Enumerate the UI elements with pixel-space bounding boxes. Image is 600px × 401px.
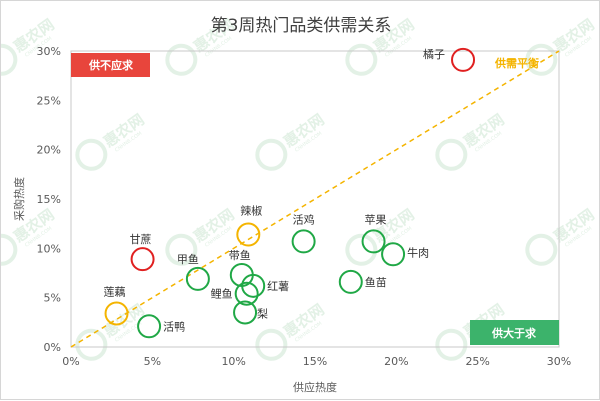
x-tick-label: 10%	[221, 355, 245, 368]
data-point-label: 鱼苗	[365, 275, 387, 289]
watermark-leaf-icon	[1, 233, 18, 266]
data-point-label: 梨	[257, 306, 268, 320]
balance-line-label: 供需平衡	[494, 56, 539, 70]
plot-area	[70, 50, 560, 348]
data-point-label: 带鱼	[229, 248, 251, 262]
x-tick-label: 30%	[547, 355, 571, 368]
data-point	[137, 314, 162, 339]
surplus-region-label: 供大于求	[491, 326, 537, 340]
watermark-leaf-icon	[1, 43, 18, 76]
data-point	[233, 300, 258, 325]
watermark-leaf-icon	[525, 43, 558, 76]
x-axis-ticks: 0% 5% 10% 15% 20% 25% 30%	[62, 355, 571, 368]
x-axis-label: 供应热度	[293, 380, 337, 394]
y-tick-label: 30%	[37, 45, 61, 58]
data-point	[361, 229, 386, 254]
data-point	[338, 269, 363, 294]
x-tick-label: 25%	[465, 355, 489, 368]
data-point	[241, 273, 266, 298]
data-point	[234, 281, 259, 306]
x-tick-label: 0%	[62, 355, 79, 368]
y-axis-ticks: 0% 5% 10% 15% 20% 25% 30%	[37, 45, 61, 354]
watermark-leaf-icon	[345, 43, 378, 76]
data-point	[185, 266, 210, 291]
y-tick-label: 25%	[37, 94, 61, 107]
watermark-leaf-icon	[435, 328, 468, 361]
shortage-region-label: 供不应求	[88, 58, 134, 72]
y-tick-label: 15%	[37, 193, 61, 206]
watermark-leaf-icon	[345, 233, 378, 266]
shortage-region-badge	[71, 53, 150, 77]
data-point-label: 辣椒	[240, 204, 262, 218]
y-tick-label: 20%	[37, 144, 61, 157]
y-axis-label: 采购热度	[12, 177, 26, 221]
watermark-leaf-icon	[165, 43, 198, 76]
y-tick-label: 0%	[44, 341, 61, 354]
data-point-label: 苹果	[365, 212, 387, 226]
data-point	[291, 229, 316, 254]
data-point	[381, 242, 406, 267]
watermark-leaf-icon	[435, 138, 468, 171]
data-point-label: 莲藕	[104, 285, 126, 298]
data-point	[130, 247, 155, 272]
surplus-region-badge	[470, 320, 559, 345]
chart-title: 第3周热门品类供需关系	[211, 16, 392, 36]
x-tick-label: 5%	[144, 355, 161, 368]
watermark-leaf-icon	[75, 138, 108, 171]
data-point	[451, 47, 476, 72]
data-point-label: 红薯	[267, 280, 289, 293]
y-tick-label: 10%	[37, 242, 61, 255]
data-point-label: 鲤鱼	[211, 287, 233, 301]
watermark-leaf-icon	[255, 328, 288, 361]
x-tick-label: 20%	[384, 355, 408, 368]
y-tick-label: 5%	[44, 292, 61, 305]
data-point-label: 牛肉	[407, 245, 429, 259]
watermark-leaf-icon	[525, 233, 558, 266]
data-point	[236, 222, 261, 247]
x-tick-label: 15%	[303, 355, 327, 368]
data-point-label: 甲鱼	[177, 252, 199, 266]
data-point-label: 橘子	[423, 48, 445, 61]
data-point-label: 活鸡	[293, 212, 315, 226]
data-points	[104, 47, 476, 339]
watermark-leaf-icon	[255, 138, 288, 171]
watermark-leaf-icon	[165, 233, 198, 266]
data-point	[104, 301, 129, 326]
watermark-leaf-icon	[75, 328, 108, 361]
data-point-label: 甘蔗	[130, 233, 152, 246]
data-point-label: 活鸭	[163, 320, 185, 333]
